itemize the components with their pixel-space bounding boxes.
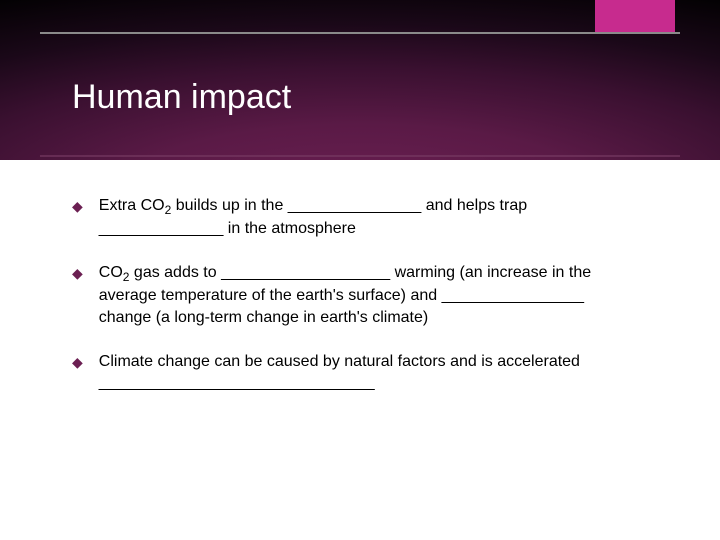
header-bottom-line xyxy=(40,155,680,157)
bullet-text: Extra CO2 builds up in the _____________… xyxy=(99,195,600,240)
header-band: Human impact xyxy=(0,0,720,160)
bullet-text: Climate change can be caused by natural … xyxy=(99,351,600,396)
bullet-item: ◆ Climate change can be caused by natura… xyxy=(72,351,600,396)
bullet-marker-icon: ◆ xyxy=(72,353,83,372)
bullet-item: ◆ CO2 gas adds to ___________________ wa… xyxy=(72,262,600,329)
accent-tab xyxy=(595,0,675,32)
bullet-item: ◆ Extra CO2 builds up in the ___________… xyxy=(72,195,600,240)
bullet-text-prefix: Extra CO xyxy=(99,197,165,214)
slide-title: Human impact xyxy=(72,78,291,117)
bullet-text-suffix: gas adds to ___________________ warming … xyxy=(99,264,591,326)
bullet-text-prefix: CO xyxy=(99,264,123,281)
bullet-text-prefix: Climate change can be caused by natural … xyxy=(99,353,580,392)
content-area: ◆ Extra CO2 builds up in the ___________… xyxy=(72,195,600,418)
bullet-text: CO2 gas adds to ___________________ warm… xyxy=(99,262,600,329)
bullet-marker-icon: ◆ xyxy=(72,197,83,216)
accent-line xyxy=(40,32,680,34)
bullet-marker-icon: ◆ xyxy=(72,264,83,283)
